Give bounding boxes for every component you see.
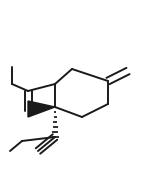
Polygon shape xyxy=(28,101,55,117)
